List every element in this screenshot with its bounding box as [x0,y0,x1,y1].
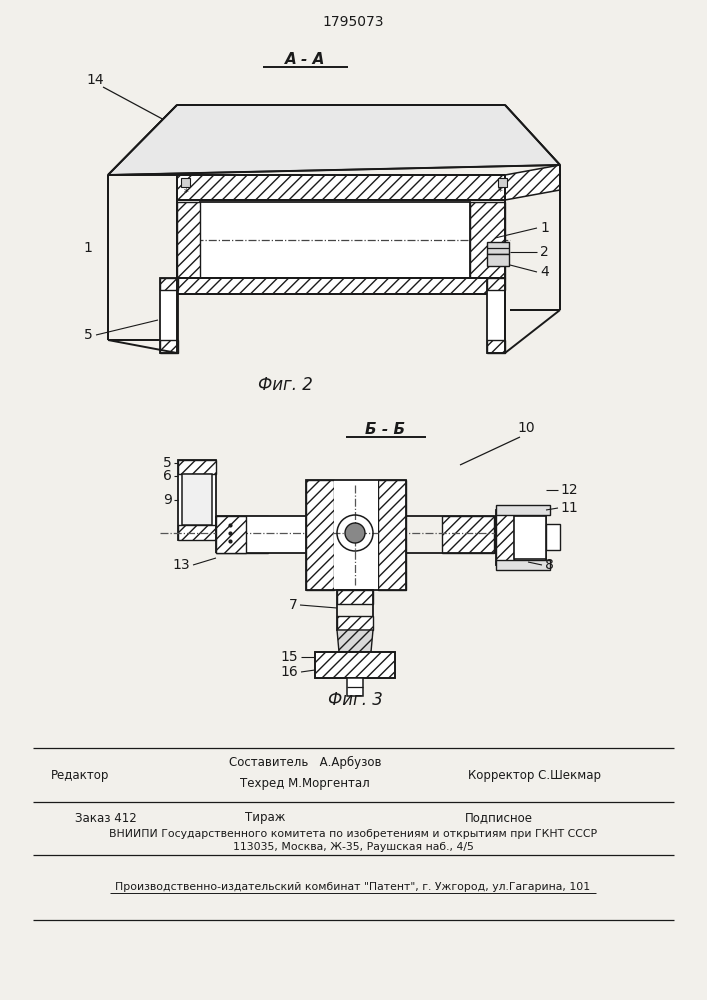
Bar [216,516,246,553]
Bar [337,590,373,604]
Bar [337,590,373,630]
Text: Подписное: Подписное [465,812,533,824]
Text: 113035, Москва, Ж-35, Раушская наб., 4/5: 113035, Москва, Ж-35, Раушская наб., 4/5 [233,842,474,852]
Text: Б - Б: Б - Б [365,422,405,438]
Bar [178,460,216,474]
Bar [514,516,546,559]
Text: 1: 1 [540,221,549,235]
Text: 12: 12 [560,483,578,497]
Text: Техред М.Моргентал: Техред М.Моргентал [240,776,370,790]
Text: 2: 2 [540,245,549,259]
Bar [487,254,509,266]
Text: 8: 8 [545,558,554,572]
Bar [177,175,505,200]
Bar [442,516,494,553]
Text: 10: 10 [517,421,534,435]
Bar [487,278,505,290]
Bar [496,505,550,515]
Text: *: * [498,187,503,197]
Text: 9: 9 [163,493,172,507]
Bar [487,278,505,353]
Bar [306,480,406,590]
Text: Корректор С.Шекмар: Корректор С.Шекмар [469,768,602,782]
Bar [470,202,505,278]
Text: А - А: А - А [285,52,325,68]
Bar [178,525,216,540]
Text: 6: 6 [163,469,172,483]
Bar [178,460,216,540]
Bar [496,510,546,565]
Text: 5: 5 [83,328,93,342]
Circle shape [345,523,365,543]
Text: Тираж: Тираж [245,812,285,824]
Text: 13: 13 [173,558,190,572]
Bar [498,178,507,187]
Polygon shape [337,630,373,652]
Text: Фиг. 3: Фиг. 3 [327,691,382,709]
Text: 15: 15 [281,650,298,664]
Text: Редактор: Редактор [51,768,109,782]
Bar [487,242,509,254]
Bar [200,202,470,278]
Bar [496,560,550,570]
Bar [160,278,178,290]
Bar [337,616,373,630]
Bar [315,652,395,678]
Text: Производственно-издательский комбинат "Патент", г. Ужгород, ул.Гагарина, 101: Производственно-издательский комбинат "П… [115,882,590,892]
Text: 16: 16 [280,665,298,679]
Bar [487,340,505,353]
Text: 14: 14 [86,73,104,87]
Bar [216,516,268,553]
Bar [181,178,190,187]
Bar [347,678,363,696]
Bar [177,202,200,278]
Bar [378,480,406,590]
Bar [177,278,505,294]
Bar [546,524,560,550]
Text: 1795073: 1795073 [322,15,384,29]
Text: 11: 11 [560,501,578,515]
Text: ВНИИПИ Государственного комитета по изобретениям и открытиям при ГКНТ СССР: ВНИИПИ Государственного комитета по изоб… [109,829,597,839]
Text: 7: 7 [289,598,298,612]
Text: *: * [184,188,188,198]
Bar [496,510,514,565]
Bar [216,516,320,553]
Bar [306,480,334,590]
Text: Фиг. 2: Фиг. 2 [257,376,312,394]
Text: Заказ 412: Заказ 412 [75,812,136,824]
Text: 5: 5 [163,456,172,470]
Text: 1: 1 [83,241,93,255]
Bar [334,480,378,590]
Text: Составитель   А.Арбузов: Составитель А.Арбузов [229,755,381,769]
Bar [182,474,212,525]
Bar [160,340,178,353]
Bar [315,652,395,678]
Bar [160,278,178,353]
Polygon shape [505,165,560,200]
Polygon shape [108,105,560,175]
Text: 4: 4 [540,265,549,279]
